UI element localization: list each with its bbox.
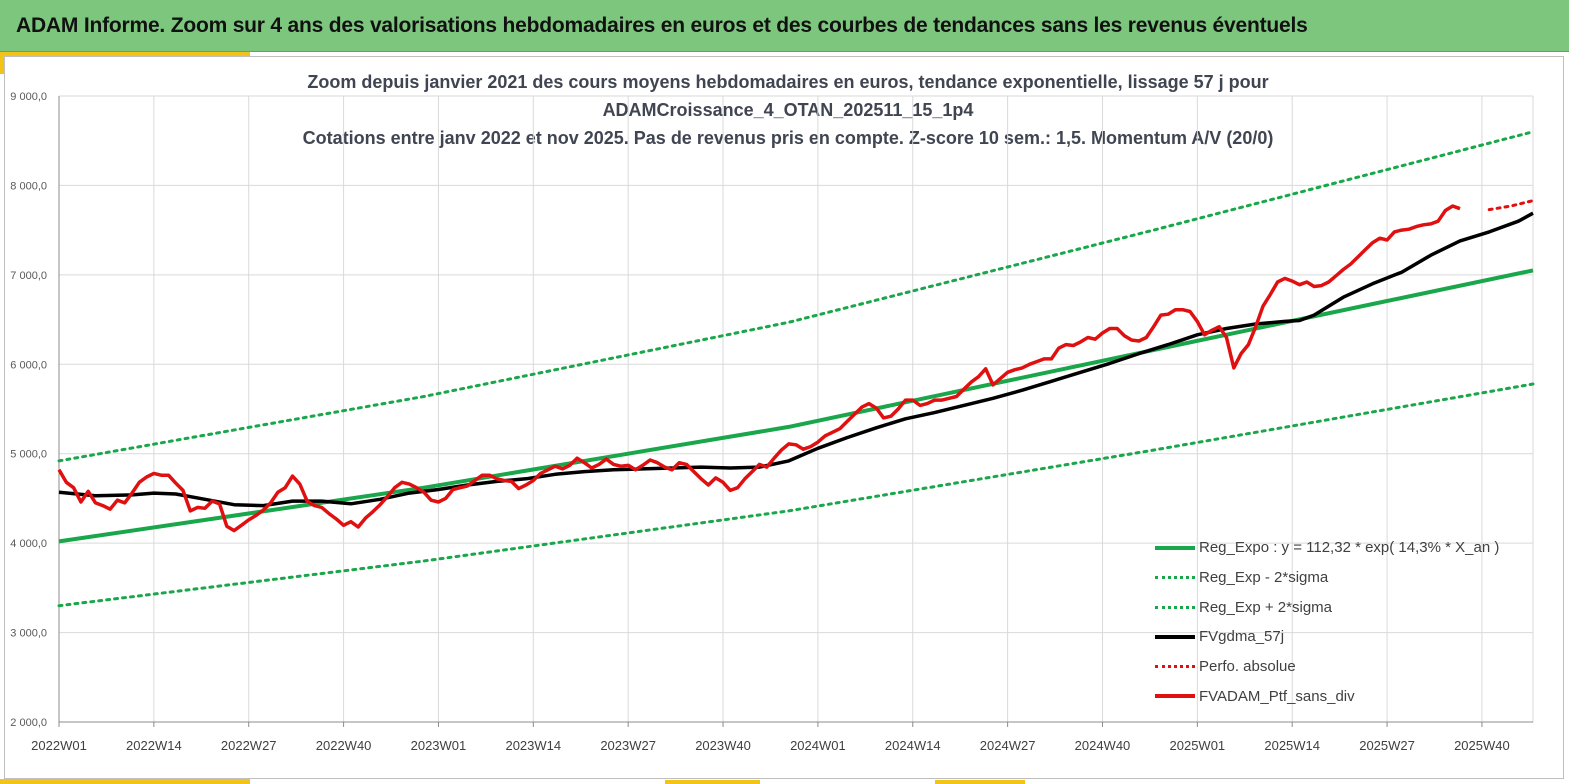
x-tick-label: 2022W27 bbox=[221, 738, 277, 753]
accent-bar-left bbox=[0, 52, 4, 74]
y-tick-label: 6 000,0 bbox=[10, 359, 47, 371]
legend-label: Reg_Exp - 2*sigma bbox=[1199, 569, 1329, 587]
legend-label: FVADAM_Ptf_sans_div bbox=[1199, 687, 1355, 705]
legend-label: Perfo. absolue bbox=[1199, 658, 1296, 676]
legend-item: FVgdma_57j bbox=[1155, 622, 1555, 652]
x-tick-label: 2025W27 bbox=[1359, 738, 1415, 753]
series-line-reg-expo-y-112-32-exp-14-3-x-an bbox=[58, 268, 1534, 544]
legend-item: Reg_Expo : y = 112,32 * exp( 14,3% * X_a… bbox=[1155, 533, 1555, 563]
x-tick-label: 2023W27 bbox=[600, 738, 656, 753]
y-tick-label: 5 000,0 bbox=[10, 449, 47, 461]
series-line-fvadam-ptf-sans-div bbox=[57, 204, 1461, 533]
x-tick-label: 2022W14 bbox=[126, 738, 182, 753]
legend-item: FVADAM_Ptf_sans_div bbox=[1155, 681, 1555, 711]
y-tick-label: 3 000,0 bbox=[10, 628, 47, 640]
y-tick-label: 9 000,0 bbox=[10, 91, 47, 103]
x-tick-label: 2023W14 bbox=[505, 738, 561, 753]
legend-swatch bbox=[1155, 665, 1195, 669]
axes bbox=[58, 96, 1533, 727]
accent-bar-bottom-right bbox=[935, 780, 1025, 784]
x-tick-label: 2024W40 bbox=[1075, 738, 1131, 753]
legend-item: Reg_Exp + 2*sigma bbox=[1155, 592, 1555, 622]
legend-label: FVgdma_57j bbox=[1199, 628, 1285, 646]
chart-title-line-1: Zoom depuis janvier 2021 des cours moyen… bbox=[307, 72, 1269, 92]
chart-legend: Reg_Expo : y = 112,32 * exp( 14,3% * X_a… bbox=[1155, 533, 1555, 711]
y-tick-label: 7 000,0 bbox=[10, 270, 47, 282]
x-tick-label: 2024W01 bbox=[790, 738, 846, 753]
series-line-reg-exp-2-sigma bbox=[57, 382, 1535, 608]
legend-swatch bbox=[1155, 545, 1195, 550]
x-tick-label: 2023W40 bbox=[695, 738, 751, 753]
tick-labels: 2 000,0 3 000,0 4 000,0 5 000,0 6 000,0 7 000… bbox=[10, 91, 1509, 753]
legend-swatch bbox=[1155, 694, 1195, 699]
accent-bar-top bbox=[0, 52, 250, 56]
accent-bar-bottom bbox=[0, 779, 250, 784]
header-banner: ADAM Informe. Zoom sur 4 ans des valoris… bbox=[0, 0, 1569, 52]
x-tick-label: 2022W40 bbox=[316, 738, 372, 753]
legend-swatch bbox=[1155, 605, 1195, 609]
legend-swatch bbox=[1155, 634, 1195, 639]
x-tick-label: 2025W14 bbox=[1264, 738, 1320, 753]
x-tick-label: 2025W01 bbox=[1170, 738, 1226, 753]
chart-title-line-2: ADAMCroissance_4_OTAN_202511_15_1p4 bbox=[602, 100, 974, 120]
series-line-fvgdma-57j bbox=[58, 211, 1534, 508]
series-lines bbox=[57, 130, 1535, 608]
legend-label: Reg_Expo : y = 112,32 * exp( 14,3% * X_a… bbox=[1199, 539, 1500, 557]
chart-title-line-3: Cotations entre janv 2022 et nov 2025. P… bbox=[302, 128, 1274, 148]
y-tick-label: 8 000,0 bbox=[10, 180, 47, 192]
series-line-perfo-absolue bbox=[1487, 199, 1535, 212]
series-line-reg-exp-2-sigma bbox=[57, 130, 1535, 463]
legend-swatch bbox=[1155, 576, 1195, 580]
x-tick-label: 2023W01 bbox=[411, 738, 467, 753]
grid-lines bbox=[58, 95, 1534, 722]
legend-label: Reg_Exp + 2*sigma bbox=[1199, 598, 1332, 616]
y-tick-label: 4 000,0 bbox=[10, 538, 47, 550]
banner-title: ADAM Informe. Zoom sur 4 ans des valoris… bbox=[16, 14, 1308, 37]
x-tick-label: 2024W27 bbox=[980, 738, 1036, 753]
chart-frame bbox=[4, 56, 1564, 779]
x-tick-label: 2024W14 bbox=[885, 738, 941, 753]
x-tick-label: 2022W01 bbox=[31, 738, 87, 753]
accent-bar-bottom-mid bbox=[665, 780, 760, 784]
legend-item: Perfo. absolue bbox=[1155, 652, 1555, 682]
x-tick-label: 2025W40 bbox=[1454, 738, 1510, 753]
y-tick-label: 2 000,0 bbox=[10, 717, 47, 729]
legend-item: Reg_Exp - 2*sigma bbox=[1155, 563, 1555, 593]
